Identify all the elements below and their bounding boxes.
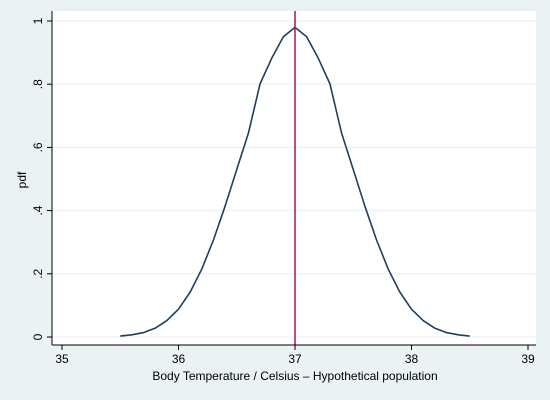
x-tick-label-1: 36	[172, 352, 186, 366]
y-tick-label-2: .4	[31, 205, 45, 215]
y-tick-label-4: .8	[31, 79, 45, 89]
plot-area	[52, 11, 536, 345]
y-tick-label-3: .6	[31, 142, 45, 152]
y-axis-ticks: 0 .2 .4 .6 .8 1	[31, 17, 52, 340]
y-tick-label-0: 0	[31, 333, 45, 340]
x-tick-label-3: 38	[405, 352, 419, 366]
y-tick-label-1: .2	[31, 268, 45, 278]
x-tick-label-4: 39	[521, 352, 535, 366]
x-tick-label-0: 35	[55, 352, 69, 366]
x-tick-label-2: 37	[288, 352, 302, 366]
grid-lines	[52, 20, 536, 338]
y-axis-title: pdf	[15, 171, 29, 188]
y-tick-label-5: 1	[31, 17, 45, 24]
x-axis-title: Body Temperature / Celsius – Hypothetica…	[152, 369, 437, 383]
x-axis-ticks: 35 36 37 38 39	[55, 345, 535, 366]
